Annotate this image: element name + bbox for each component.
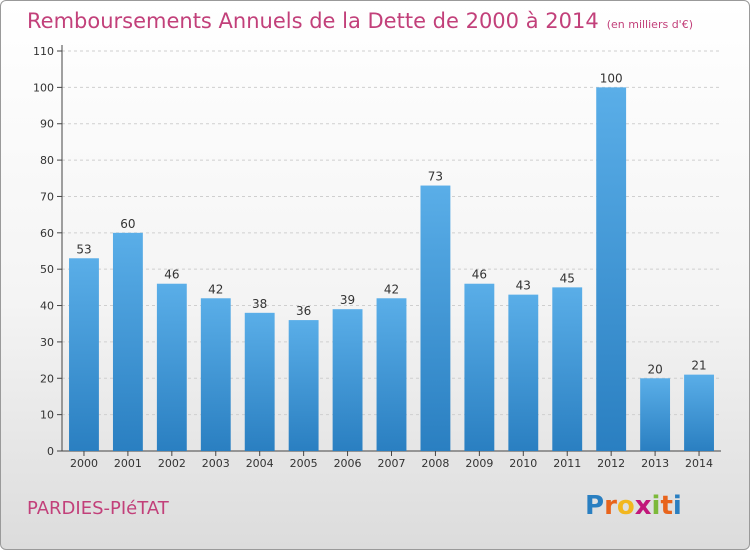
x-tick-label: 2000 (70, 457, 98, 470)
data-label: 46 (472, 268, 487, 282)
bar (552, 287, 583, 451)
data-label: 39 (340, 293, 355, 307)
data-label: 100 (600, 71, 623, 85)
bar (156, 283, 187, 451)
y-tick-label: 30 (40, 336, 54, 349)
bar (244, 312, 275, 451)
bar (508, 294, 539, 451)
bar (420, 185, 451, 451)
data-label: 36 (296, 304, 311, 318)
bar (376, 298, 407, 451)
y-tick-label: 20 (40, 372, 54, 385)
data-label: 53 (76, 242, 91, 256)
logo-letter: x (634, 491, 652, 521)
logo-letter: r (604, 491, 617, 521)
y-tick-label: 40 (40, 300, 54, 313)
data-label: 45 (560, 271, 575, 285)
data-label: 20 (647, 362, 662, 376)
data-label: 38 (252, 297, 267, 311)
data-label: 21 (691, 359, 706, 373)
bar (112, 232, 143, 451)
bar (640, 378, 671, 451)
logo-letter: o (616, 491, 635, 521)
y-tick-label: 0 (47, 445, 54, 458)
bar (288, 320, 319, 451)
bar (69, 258, 99, 451)
x-tick-label: 2008 (421, 457, 449, 470)
bar (332, 309, 363, 451)
data-label: 73 (428, 170, 443, 184)
chart-unit: (en milliers d'€) (606, 18, 693, 31)
y-tick-label: 110 (33, 45, 54, 58)
bars (69, 87, 714, 451)
x-tick-label: 2004 (246, 457, 274, 470)
data-labels: 53 60 46 42 38 36 39 42 73 46 43 45 100 20 21 (76, 71, 706, 376)
chart-title: Remboursements Annuels de la Dette de 20… (27, 9, 693, 33)
x-tick-label: 2013 (641, 457, 669, 470)
x-tick-label: 2009 (465, 457, 493, 470)
x-tick-label: 2005 (290, 457, 318, 470)
data-label: 42 (384, 282, 399, 296)
chart-title-text: Remboursements Annuels de la Dette de 20… (27, 9, 599, 33)
y-tick-label: 70 (40, 190, 54, 203)
x-tick-label: 2010 (509, 457, 537, 470)
x-tick-label: 2002 (158, 457, 186, 470)
proxiti-logo[interactable]: Proxiti (585, 491, 682, 521)
x-tick-label: 2007 (378, 457, 406, 470)
x-tick-label: 2014 (685, 457, 713, 470)
data-label: 43 (516, 279, 531, 293)
bar (200, 298, 231, 451)
data-label: 60 (120, 217, 135, 231)
y-tick-label: 60 (40, 227, 54, 240)
y-tick-label: 80 (40, 154, 54, 167)
logo-letter: P (585, 491, 605, 521)
logo-letter: t (660, 491, 673, 521)
bar (684, 374, 714, 451)
x-tick-label: 2011 (553, 457, 581, 470)
x-tick-label: 2001 (114, 457, 142, 470)
y-tick-label: 100 (33, 81, 54, 94)
y-tick-label: 10 (40, 409, 54, 422)
commune-name: PARDIES-PIéTAT (27, 498, 169, 519)
data-label: 46 (164, 268, 179, 282)
data-label: 42 (208, 282, 223, 296)
y-tick-label: 90 (40, 118, 54, 131)
y-tick-label: 50 (40, 263, 54, 276)
x-tick-label: 2003 (202, 457, 230, 470)
bar (596, 87, 627, 451)
x-tick-label: 2012 (597, 457, 625, 470)
logo-letter: i (672, 491, 682, 521)
x-tick-label: 2006 (334, 457, 362, 470)
logo-letter: i (651, 491, 661, 521)
bar (464, 283, 495, 451)
